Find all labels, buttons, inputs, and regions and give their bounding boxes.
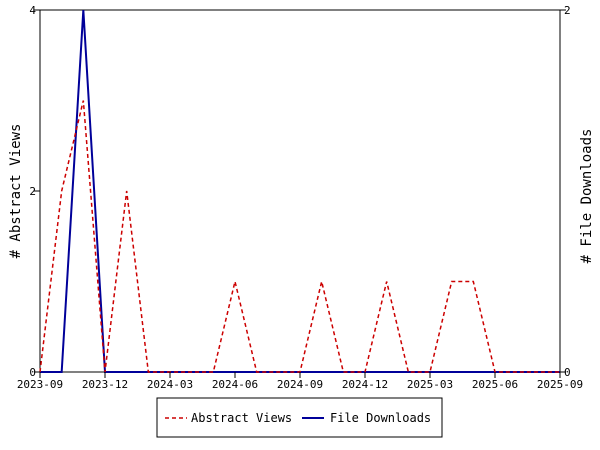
x-tick-label: 2025-09: [537, 378, 583, 391]
x-tick-label: 2024-06: [212, 378, 258, 391]
x-tick-label: 2023-12: [82, 378, 128, 391]
y-left-tick-label: 2: [29, 185, 36, 198]
x-tick-label: 2025-03: [407, 378, 453, 391]
y-right-axis-title: # File Downloads: [579, 129, 595, 264]
legend: Abstract Views File Downloads: [156, 397, 443, 438]
y-left-axis-ticks: 0 2 4: [29, 4, 40, 379]
y-right-tick-label: 0: [564, 366, 571, 379]
y-left-tick-label: 0: [29, 366, 36, 379]
x-tick-label: 2024-09: [277, 378, 323, 391]
x-tick-label: 2025-06: [472, 378, 518, 391]
x-tick-label: 2023-09: [17, 378, 63, 391]
x-tick-label: 2024-03: [147, 378, 193, 391]
y-left-tick-label: 4: [29, 4, 36, 17]
legend-label-file-downloads: File Downloads: [330, 411, 431, 425]
legend-box: [156, 397, 443, 438]
x-tick-label: 2024-12: [342, 378, 388, 391]
x-axis-ticks: 2023-09 2023-12 2024-03 2024-06 2024-09 2024-…: [17, 372, 583, 391]
y-left-axis-title: # Abstract Views: [8, 124, 24, 259]
y-right-axis-ticks: 02: [560, 4, 571, 379]
y-right-tick-label: 2: [564, 4, 571, 17]
legend-label-abstract-views: Abstract Views: [191, 411, 292, 425]
